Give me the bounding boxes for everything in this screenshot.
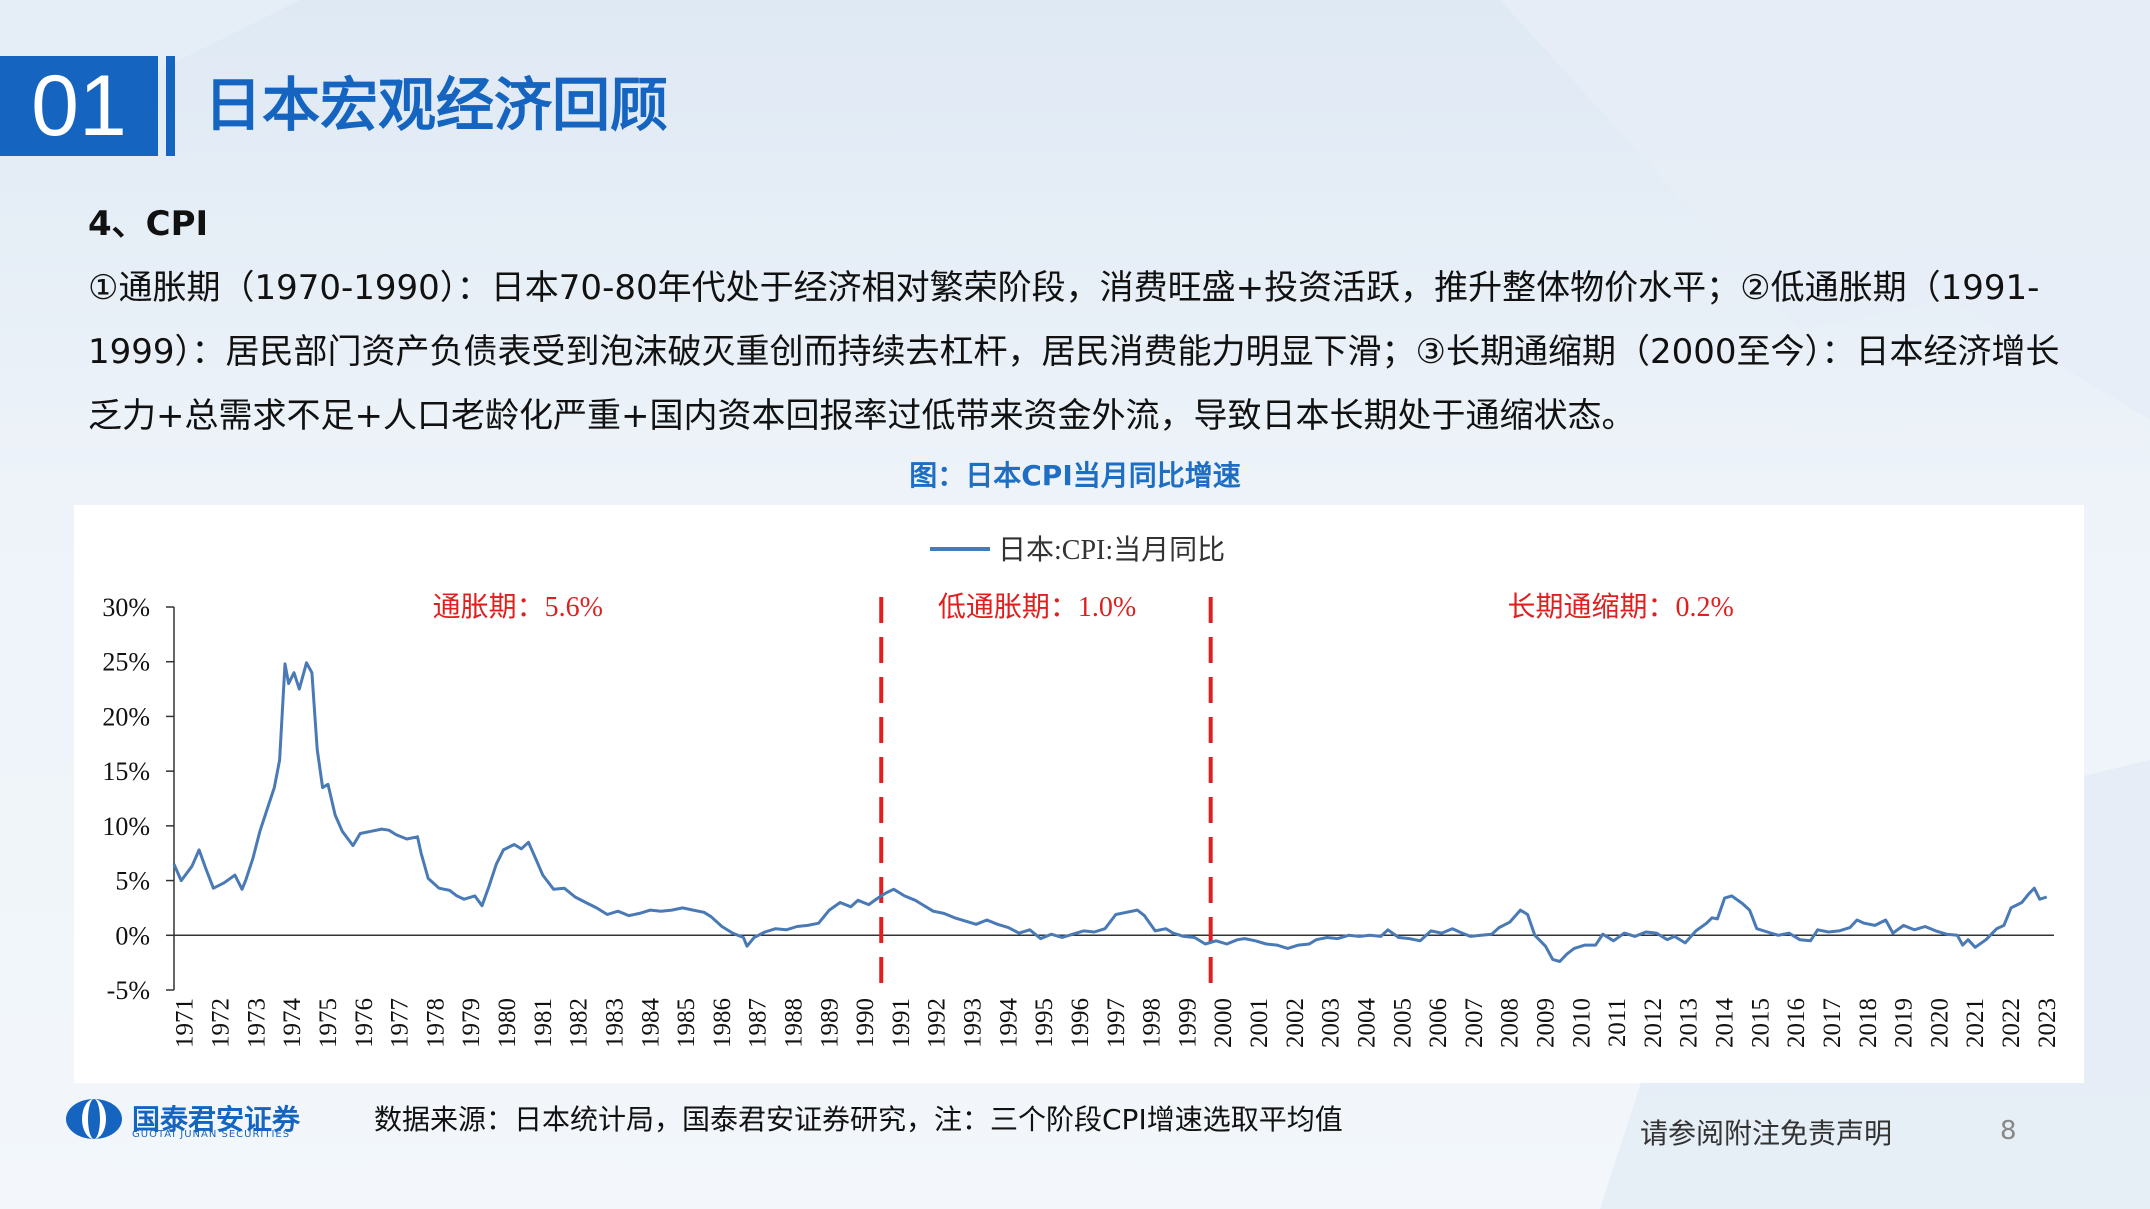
x-tick-label: 1985 xyxy=(673,998,700,1048)
series-line-cpi xyxy=(172,661,2048,963)
x-tick-label: 2006 xyxy=(1425,998,1452,1048)
x-tick-label: 1979 xyxy=(458,998,485,1048)
x-tick-label: 2017 xyxy=(1819,998,1846,1048)
x-tick-label: 2001 xyxy=(1246,998,1273,1048)
x-tick-label: 2002 xyxy=(1282,998,1309,1048)
cpi-line-chart: 日本:CPI:当月同比 -5%0%5%10%15%20%25%30% 1971 1… xyxy=(102,534,2061,1049)
y-tick-label: 15% xyxy=(102,757,150,786)
x-tick-label: 2019 xyxy=(1891,998,1918,1048)
x-tick-label: 2016 xyxy=(1783,998,1810,1048)
period-annotations: 通胀期：5.6% 低通胀期：1.0% 长期通缩期：0.2% xyxy=(433,591,1734,623)
x-tick-label: 1989 xyxy=(816,998,843,1048)
chart-panel: 日本:CPI:当月同比 -5% 0% 5% 10% 15% 20% 25% 30% 1971 1… xyxy=(74,505,2084,1083)
y-tick-label: 5% xyxy=(115,867,150,896)
x-tick-label: 1971 xyxy=(172,998,199,1048)
y-tick-label: 10% xyxy=(102,812,150,841)
x-tick-label: 2010 xyxy=(1568,998,1595,1048)
x-tick-label: 1972 xyxy=(208,998,235,1048)
x-tick-label: 1973 xyxy=(243,998,270,1048)
chart-legend: 日本:CPI:当月同比 xyxy=(930,534,1225,566)
x-tick-label: 1977 xyxy=(387,998,414,1048)
x-tick-label: 2014 xyxy=(1712,998,1739,1049)
legend-label: 日本:CPI:当月同比 xyxy=(998,534,1225,566)
y-tick-label: 25% xyxy=(102,648,150,677)
y-tick-label: -5% xyxy=(107,976,150,1005)
x-tick-label: 1976 xyxy=(351,998,378,1048)
company-logo-icon xyxy=(66,1099,122,1139)
x-tick-label: 1999 xyxy=(1174,998,1201,1048)
x-tick-label: 2003 xyxy=(1318,998,1345,1048)
y-tick-label: 0% xyxy=(115,921,150,950)
x-tick-label: 1991 xyxy=(888,998,915,1048)
data-source-note: 数据来源：日本统计局，国泰君安证券研究，注：三个阶段CPI增速选取平均值 xyxy=(374,1103,1343,1136)
x-tick-label: 1995 xyxy=(1031,998,1058,1048)
x-tick-label: 1997 xyxy=(1103,998,1130,1048)
y-axis: -5% 0% 5% 10% 15% 20% 25% 30% xyxy=(102,593,175,1005)
x-tick-label: 1986 xyxy=(709,998,736,1048)
x-tick-label: 1978 xyxy=(422,998,449,1048)
content-paragraph: ①通胀期（1970-1990）：日本70-80年代处于经济相对繁荣阶段，消费旺盛… xyxy=(88,268,2060,436)
x-tick-label: 1980 xyxy=(494,998,521,1048)
x-tick-label: 1990 xyxy=(852,998,879,1048)
x-tick-label: 1998 xyxy=(1139,998,1166,1048)
x-tick-label: 1993 xyxy=(960,998,987,1048)
x-axis: 1971 1972 1973 1974 1975 1976 1977 1978 1979 1980… xyxy=(172,934,2061,1049)
content-heading: 4、CPI xyxy=(88,204,209,244)
x-tick-label: 1987 xyxy=(745,998,772,1048)
period-annotation-label: 通胀期：5.6% xyxy=(433,592,603,623)
period-annotation-label: 长期通缩期：0.2% xyxy=(1508,591,1734,623)
x-tick-label: 1992 xyxy=(924,998,951,1048)
figure-caption: 图：日本CPI当月同比增速 xyxy=(909,459,1241,492)
x-tick-label: 2015 xyxy=(1747,998,1774,1048)
x-tick-label: 1981 xyxy=(530,998,557,1048)
x-tick-label: 2013 xyxy=(1676,998,1703,1048)
section-number-badge: 01 xyxy=(0,56,158,156)
y-tick-label: 20% xyxy=(102,702,150,731)
x-tick-label: 2012 xyxy=(1640,998,1667,1048)
x-tick-label: 1988 xyxy=(781,998,808,1048)
x-tick-label: 2018 xyxy=(1855,998,1882,1048)
x-tick-label: 1984 xyxy=(637,998,664,1049)
x-tick-label: 1974 xyxy=(279,998,306,1049)
x-tick-label: 2007 xyxy=(1461,998,1488,1048)
section-title: 日本宏观经济回顾 xyxy=(204,71,669,139)
x-tick-label: 2021 xyxy=(1962,998,1989,1048)
x-tick-label: 2023 xyxy=(2034,998,2061,1048)
x-tick-label: 1996 xyxy=(1067,998,1094,1048)
disclaimer-link[interactable]: 请参阅附注免责声明 xyxy=(1640,1117,1893,1150)
x-tick-label: 2009 xyxy=(1533,998,1560,1048)
x-tick-label: 2011 xyxy=(1604,998,1631,1047)
x-tick-label: 2005 xyxy=(1389,998,1416,1048)
period-annotation-label: 低通胀期：1.0% xyxy=(938,591,1136,623)
x-tick-label: 2020 xyxy=(1926,998,1953,1048)
company-logo-english: GUOTAI JUNAN SECURITIES xyxy=(132,1129,291,1140)
x-tick-label: 1982 xyxy=(566,998,593,1048)
y-tick-label: 30% xyxy=(102,593,150,622)
company-logo-text: 国泰君安证券 xyxy=(132,1103,301,1136)
x-tick-label: 2004 xyxy=(1353,998,1380,1049)
x-tick-label: 2008 xyxy=(1497,998,1524,1048)
period-dividers xyxy=(879,597,1213,984)
section-divider-bar xyxy=(166,56,175,156)
x-tick-label: 2022 xyxy=(1998,998,2025,1048)
x-tick-label: 1983 xyxy=(601,998,628,1048)
x-tick-label: 1994 xyxy=(995,998,1022,1049)
x-tick-label: 1975 xyxy=(315,998,342,1048)
page-number: 8 xyxy=(2000,1116,2017,1146)
x-tick-label: 2000 xyxy=(1210,998,1237,1048)
